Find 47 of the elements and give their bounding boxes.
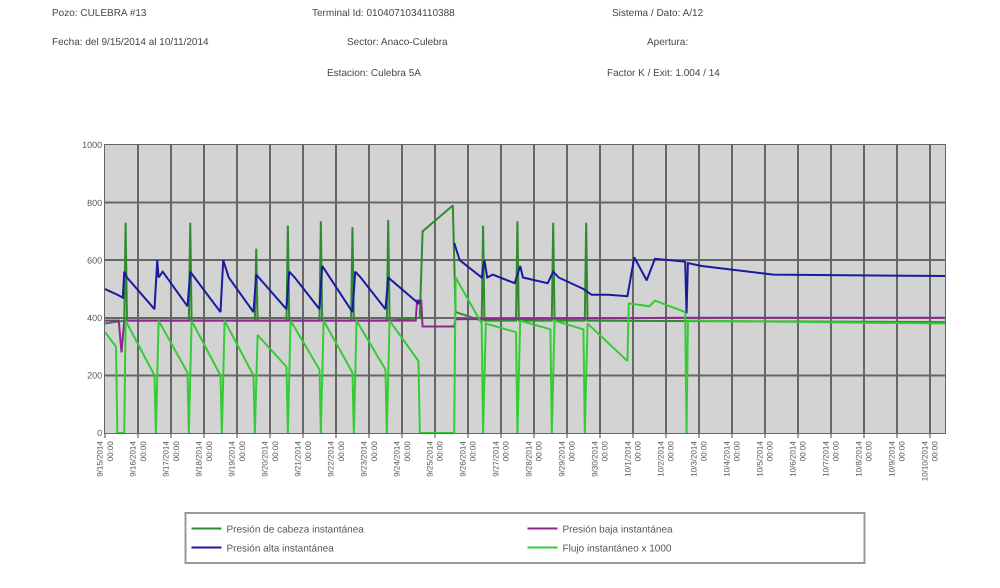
y-tick-label: 200 [87,370,102,381]
x-tick-label: 9/27/2014 00:00 [491,440,511,477]
y-tick-label: 1000 [82,140,102,150]
x-tick-label: 9/28/2014 00:00 [524,440,544,477]
x-tick-label: 9/26/2014 00:00 [458,440,478,477]
text: Terminal Id: 0104071034110388 [312,8,456,19]
text: Sector: Anaco-Culebra [347,37,448,48]
x-tick-label: 10/7/2014 00:00 [821,440,841,477]
text: Apertura: [647,37,688,48]
x-tick-label: 9/24/2014 00:00 [392,440,412,477]
x-tick-label: 10/6/2014 00:00 [788,440,808,477]
x-tick-label: 9/21/2014 00:00 [293,440,313,477]
x-tick-label: 10/8/2014 00:00 [854,440,874,477]
text: Fecha: del 9/15/2014 al 10/11/2014 [52,37,210,48]
legend-label: Flujo instantáneo x 1000 [562,543,672,554]
x-tick-label: 9/20/2014 00:00 [260,440,280,477]
x-tick-label: 10/3/2014 00:00 [689,440,709,477]
text: Pozo: CULEBRA #13 [52,8,147,19]
legend-label: Presión alta instantánea [226,543,334,554]
line-series [105,276,945,433]
x-tick-label: 10/10/2014 00:00 [920,440,940,482]
x-tick-label: 10/1/2014 00:00 [623,440,643,477]
line-series [105,300,945,354]
legend-label: Presión de cabeza instantánea [226,524,364,536]
x-tick-label: 9/18/2014 00:00 [194,440,214,477]
x-tick-label: 10/5/2014 00:00 [755,440,775,477]
x-tick-label: 10/4/2014 00:00 [722,440,742,477]
line-series [105,204,945,325]
x-tick-label: 10/2/2014 00:00 [656,440,676,477]
legend-label: Presión baja instantánea [562,524,674,536]
x-tick-label: 9/25/2014 00:00 [425,440,445,477]
x-tick-label: 10/9/2014 00:00 [887,440,907,477]
y-tick-label: 600 [87,255,102,266]
x-tick-label: 9/19/2014 00:00 [227,440,247,477]
x-tick-label: 9/22/2014 00:00 [326,440,346,477]
y-tick-label: 800 [87,198,102,208]
x-tick-label: 9/17/2014 00:00 [161,440,181,477]
text: Factor K / Exit: 1.004 / 14 [607,68,720,79]
y-tick-label: 0 [97,428,102,438]
x-tick-label: 9/15/2014 00:00 [95,440,115,477]
x-tick-label: 9/30/2014 00:00 [590,440,610,477]
y-tick-label: 400 [87,312,102,323]
x-tick-label: 9/29/2014 00:00 [557,440,577,477]
x-tick-label: 9/23/2014 00:00 [359,440,379,477]
text: Estacion: Culebra 5A [327,68,422,79]
text: Sistema / Dato: A/12 [612,8,704,19]
x-tick-label: 9/16/2014 00:00 [128,440,148,477]
